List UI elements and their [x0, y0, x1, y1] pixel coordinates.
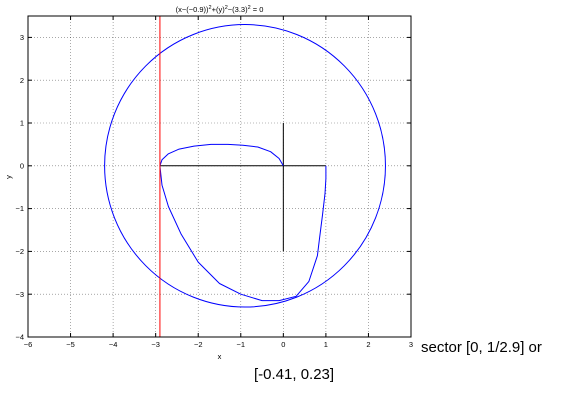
circle-curve	[104, 24, 386, 308]
x-tick-label: −4	[109, 340, 118, 349]
plot-frame	[27, 15, 412, 338]
title-part-end: = 0	[251, 5, 264, 14]
x-tick-label: −1	[236, 340, 245, 349]
series-group	[104, 16, 386, 337]
plot-area-background	[28, 16, 411, 337]
x-tick-label: 2	[366, 340, 370, 349]
title-part-base: (x−(−0.9))	[176, 5, 209, 14]
x-axis-label: x	[218, 352, 222, 361]
x-tick-label: 1	[324, 340, 328, 349]
y-tick-label: −1	[15, 204, 24, 213]
title-sup-1: 2	[209, 5, 212, 11]
y-tick-label: −2	[15, 247, 24, 256]
y-tick-label: −3	[15, 290, 24, 299]
grid	[28, 16, 411, 337]
x-tick-label: 0	[281, 340, 285, 349]
y-tick-label: 3	[20, 33, 24, 42]
x-tick-label: −6	[24, 340, 33, 349]
title-part-tail: −(3.3)	[228, 5, 248, 14]
chart-title: (x−(−0.9))2+(y)2−(3.3)2 = 0	[176, 5, 264, 14]
y-tick-label: 2	[20, 76, 24, 85]
lower-curve	[159, 165, 327, 302]
x-tick-label: −2	[194, 340, 203, 349]
caption-line-1: sector [0, 1/2.9] or	[421, 339, 542, 356]
title-part-mid: +(y)	[212, 5, 226, 14]
inner-curve	[159, 143, 284, 167]
title-sup-2: 2	[225, 5, 228, 11]
caption-line-2: [-0.41, 0.23]	[254, 366, 335, 383]
x-tick-label: −3	[151, 340, 160, 349]
title-sup-3: 2	[248, 5, 251, 11]
axis-ticks: −6 −5 −4 −3 −2 −1 0 1 2 3 −4 −3 −2 −1 0 1 2 3	[15, 16, 413, 349]
y-axis-label: y	[4, 175, 13, 179]
y-tick-label: −4	[15, 333, 24, 342]
y-tick-label: 0	[20, 161, 24, 170]
x-tick-label: 3	[409, 340, 413, 349]
x-tick-label: −5	[66, 340, 75, 349]
y-tick-label: 1	[20, 119, 24, 128]
